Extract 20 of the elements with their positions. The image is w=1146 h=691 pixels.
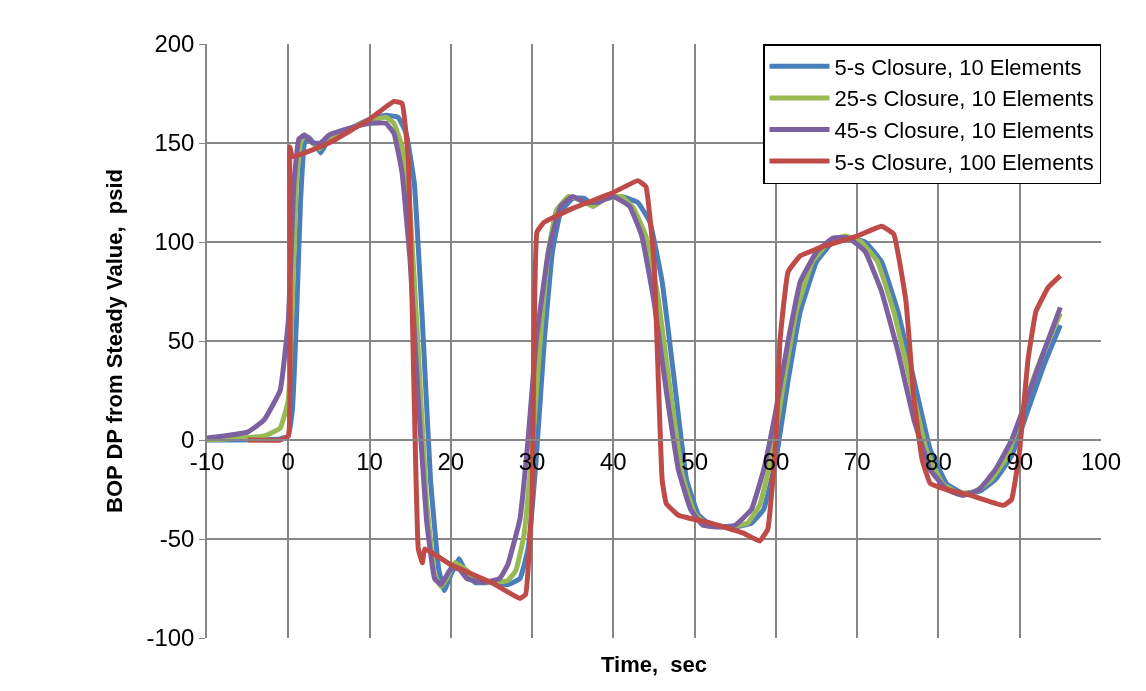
- x-tick-label: 80: [925, 447, 952, 475]
- y-tick-label: -50: [159, 525, 195, 553]
- y-tick-label: 100: [154, 228, 195, 256]
- x-axis-title: Time, sec: [601, 652, 707, 677]
- legend-label: 5-s Closure, 10 Elements: [834, 54, 1082, 80]
- x-tick-label: 100: [1080, 447, 1122, 475]
- x-tick-label: 40: [600, 447, 627, 475]
- legend-label: 45-s Closure, 10 Elements: [834, 118, 1094, 144]
- x-tick-label: 0: [281, 447, 295, 475]
- x-tick-label: 20: [437, 447, 465, 475]
- x-tick-label: 10: [356, 447, 383, 475]
- y-tick-label: 50: [167, 327, 195, 355]
- legend-label: 5-s Closure, 100 Elements: [834, 149, 1094, 175]
- x-tick-label: 30: [518, 447, 546, 475]
- y-tick-label: 200: [154, 30, 195, 58]
- legend-label: 25-s Closure, 10 Elements: [834, 86, 1094, 112]
- y-axis-title: BOP DP from Steady Value, psid: [101, 169, 127, 513]
- y-tick-label: -100: [146, 624, 195, 652]
- y-tick-label: 150: [154, 129, 195, 157]
- x-tick-label: 70: [843, 447, 871, 475]
